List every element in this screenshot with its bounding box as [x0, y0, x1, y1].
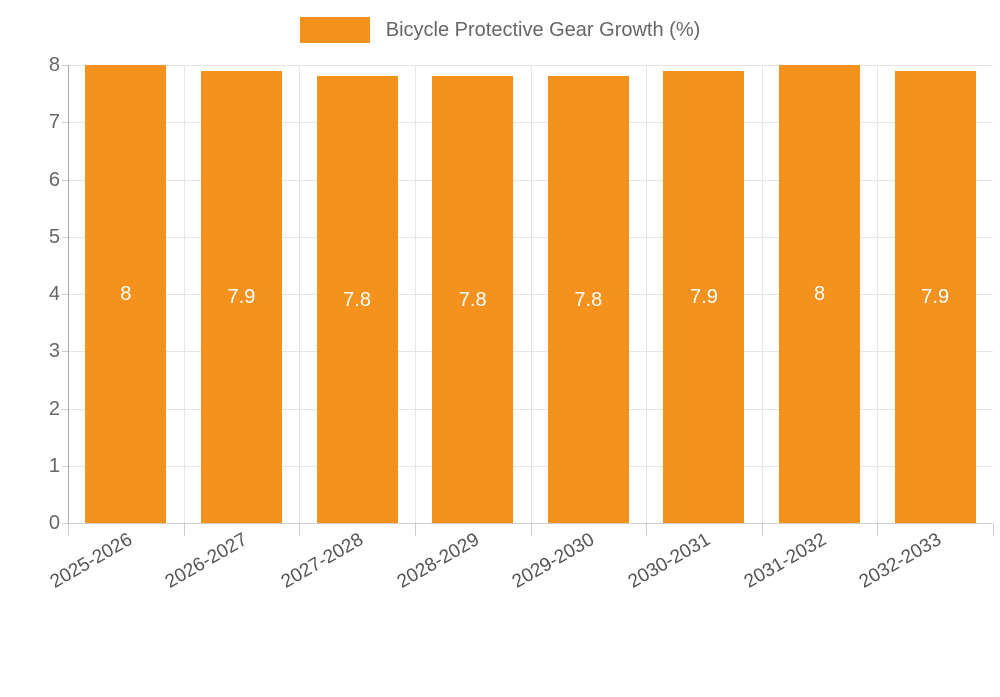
y-axis-tick-mark	[62, 294, 68, 295]
bar-value-label: 7.8	[458, 288, 487, 311]
x-axis-tick-mark	[415, 524, 416, 536]
y-axis-tick-mark	[62, 122, 68, 124]
bar[interactable]: 8	[85, 65, 167, 523]
gridline-horizontal	[68, 236, 993, 238]
gridline-horizontal	[68, 351, 993, 353]
y-axis-tick-mark	[62, 408, 68, 410]
bar[interactable]: 7.9	[894, 70, 976, 523]
bar-value-label: 7.8	[343, 288, 371, 311]
gridline-vertical	[531, 65, 532, 523]
bar-value-label: 7.8	[574, 288, 603, 311]
gridline-horizontal	[68, 179, 993, 181]
bar[interactable]: 7.8	[316, 76, 398, 523]
gridline-vertical	[415, 65, 416, 523]
bar-value-label: 7.9	[921, 285, 950, 308]
gridline-vertical	[762, 65, 763, 523]
gridline-horizontal	[68, 122, 993, 124]
bar[interactable]: 7.9	[200, 70, 282, 523]
y-axis-line	[68, 65, 69, 524]
y-axis-tick-label: 5	[48, 225, 60, 248]
x-axis-tick-mark	[762, 524, 763, 536]
gridline-vertical	[299, 65, 300, 523]
bar[interactable]: 7.8	[432, 76, 514, 523]
legend-item-bicycle-protective-gear-growth[interactable]: Bicycle Protective Gear Growth (%)	[299, 17, 701, 43]
x-axis-tick-mark	[993, 524, 994, 536]
x-axis-tick-mark	[531, 524, 532, 536]
bar-value-label: 7.9	[227, 285, 256, 308]
gridline-horizontal	[68, 408, 993, 410]
y-axis-tick-mark	[62, 179, 68, 181]
y-axis: 0 1 2 3 4 5 6 7 8	[0, 0, 68, 600]
y-axis-tick-label: 4	[48, 283, 60, 305]
gridline-horizontal	[68, 465, 993, 467]
y-axis-tick-mark	[62, 523, 68, 524]
bar-chart: Bicycle Protective Gear Growth (%) 0 1 2 3 4…	[0, 0, 1000, 600]
y-axis-tick-mark	[62, 236, 68, 238]
y-axis-tick-label: 0	[48, 512, 60, 534]
bar-series: 8 7.9 7.8 7.8 7.8 7.9 8 7.9	[68, 65, 993, 523]
y-axis-tick-label: 3	[48, 340, 60, 363]
y-axis-tick-label: 8	[48, 54, 60, 76]
gridline-vertical	[184, 65, 185, 523]
x-axis-line	[68, 523, 993, 524]
legend-label: Bicycle Protective Gear Growth (%)	[385, 19, 701, 41]
bar-value-label: 8	[120, 283, 132, 305]
gridline-vertical	[877, 65, 878, 523]
y-axis-tick-label: 2	[48, 397, 60, 420]
x-axis-tick-mark	[646, 524, 647, 536]
y-axis-tick-label: 7	[48, 111, 60, 134]
x-axis-tick-mark	[877, 524, 878, 536]
y-axis-tick-label: 1	[48, 454, 60, 477]
y-axis-tick-mark	[62, 65, 68, 66]
x-axis-tick-mark	[68, 524, 69, 536]
gridline-horizontal	[68, 294, 993, 295]
chart-legend: Bicycle Protective Gear Growth (%)	[0, 10, 1000, 50]
x-axis-tick-mark	[184, 524, 185, 536]
y-axis-tick-label: 6	[48, 168, 60, 191]
bar-value-label: 7.9	[690, 285, 718, 308]
y-axis-tick-mark	[62, 351, 68, 353]
bar[interactable]: 7.8	[547, 76, 629, 523]
bar-value-label: 8	[814, 283, 826, 305]
y-axis-tick-mark	[62, 465, 68, 467]
gridline-vertical	[646, 65, 647, 523]
legend-color-swatch-icon	[299, 17, 370, 43]
x-axis-tick-mark	[299, 524, 300, 536]
gridline-horizontal	[68, 65, 993, 66]
bar[interactable]: 8	[779, 65, 861, 523]
bar[interactable]: 7.9	[663, 70, 745, 523]
